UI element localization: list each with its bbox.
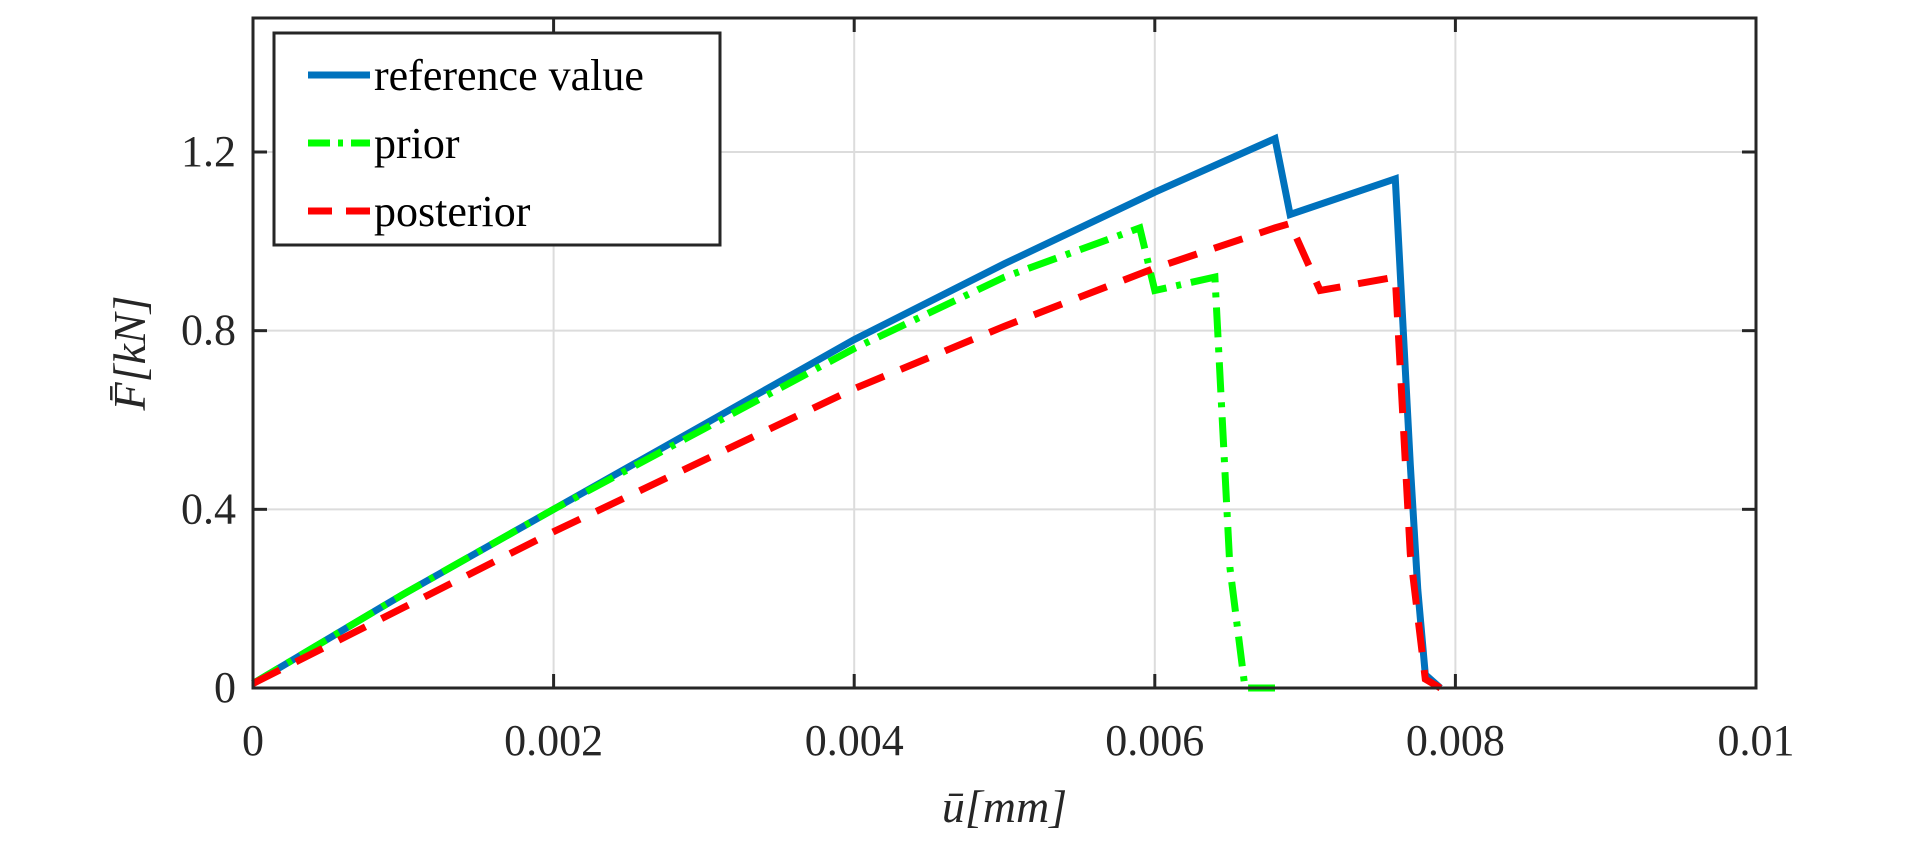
legend-entry-prior: prior bbox=[308, 119, 460, 168]
y-tick-label: 1.2 bbox=[181, 127, 236, 176]
x-tick-label: 0.008 bbox=[1406, 716, 1505, 765]
y-axis-label: F̄[kN] bbox=[104, 296, 155, 412]
x-tick-label: 0.004 bbox=[805, 716, 904, 765]
series-line-posterior bbox=[251, 219, 1443, 692]
x-tick-label: 0.002 bbox=[504, 716, 603, 765]
x-tick-label: 0.01 bbox=[1718, 716, 1795, 765]
x-tick-label: 0 bbox=[242, 716, 264, 765]
x-tick-label: 0.006 bbox=[1105, 716, 1204, 765]
legend-label-posterior: posterior bbox=[374, 187, 531, 236]
legend-entry-reference-value: reference value bbox=[308, 51, 644, 100]
y-tick-label: 0 bbox=[214, 663, 236, 712]
y-tick-label: 0.8 bbox=[181, 306, 236, 355]
plot-frame bbox=[251, 16, 1758, 690]
legend: reference value prior posterior bbox=[272, 31, 722, 247]
legend-label-prior: prior bbox=[374, 119, 460, 168]
series-lines bbox=[251, 133, 1443, 692]
x-axis-label: ū[mm] bbox=[942, 781, 1067, 832]
axis-ticks: 0 0.002 0.004 0.006 0.008 0.01 0 0.4 0.8 1.2 bbox=[181, 18, 1795, 765]
series-line-prior bbox=[251, 223, 1275, 692]
legend-label-reference-value: reference value bbox=[374, 51, 644, 100]
y-tick-label: 0.4 bbox=[181, 484, 236, 533]
legend-entry-posterior: posterior bbox=[308, 187, 531, 236]
series-line-reference-value bbox=[251, 133, 1443, 691]
